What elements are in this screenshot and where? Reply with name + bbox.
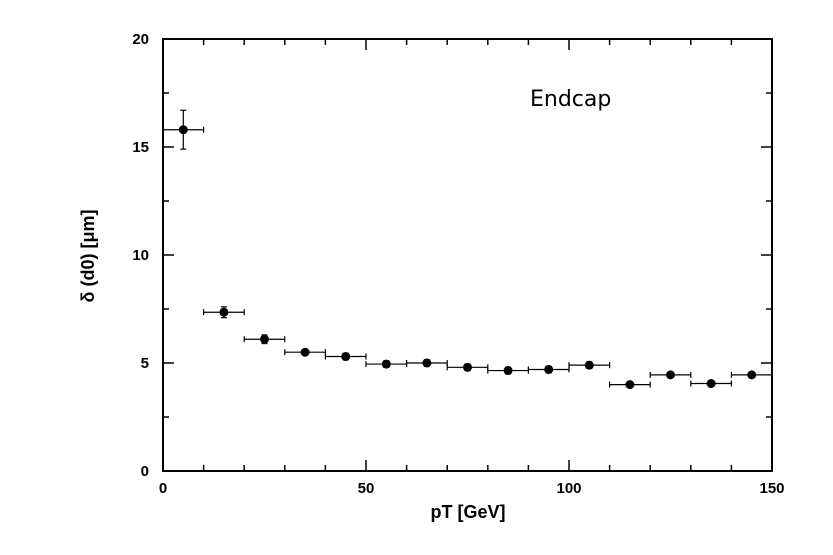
data-point bbox=[243, 334, 286, 345]
y-tick-label: 20 bbox=[132, 31, 149, 48]
data-marker bbox=[260, 334, 269, 344]
x-tick-label: 50 bbox=[358, 480, 375, 497]
data-point bbox=[608, 380, 651, 390]
data-marker bbox=[381, 359, 391, 369]
data-marker bbox=[584, 360, 594, 370]
data-marker bbox=[706, 379, 716, 389]
annotation-label: Endcap bbox=[530, 87, 611, 112]
axis-ticks bbox=[162, 38, 773, 472]
y-tick-label: 15 bbox=[132, 139, 149, 156]
data-marker bbox=[178, 125, 188, 135]
y-axis-title: δ (d0) [μm] bbox=[78, 210, 98, 303]
data-point bbox=[649, 370, 692, 380]
data-point bbox=[203, 306, 245, 319]
data-marker bbox=[666, 370, 675, 380]
data-point bbox=[568, 360, 611, 370]
data-point bbox=[730, 370, 773, 380]
data-marker bbox=[219, 307, 229, 317]
data-marker bbox=[625, 380, 635, 390]
data-point bbox=[284, 347, 326, 357]
tick-labels: 0 50 100 150 0 5 10 15 20 bbox=[132, 31, 784, 497]
data-marker bbox=[503, 366, 513, 376]
data-point bbox=[487, 366, 530, 376]
data-point bbox=[162, 109, 205, 150]
data-marker bbox=[544, 364, 554, 374]
y-tick-label: 10 bbox=[132, 247, 149, 264]
x-tick-label: 0 bbox=[159, 480, 167, 497]
x-tick-label: 100 bbox=[556, 480, 581, 497]
data-point bbox=[446, 362, 489, 372]
data-marker bbox=[463, 362, 472, 372]
data-marker bbox=[422, 358, 432, 368]
data-points bbox=[162, 109, 773, 390]
x-tick-label: 150 bbox=[759, 480, 784, 497]
data-point bbox=[365, 359, 408, 369]
data-marker bbox=[341, 352, 351, 362]
data-point bbox=[690, 379, 733, 389]
data-point bbox=[324, 352, 367, 362]
y-tick-label: 0 bbox=[141, 463, 149, 480]
data-point bbox=[406, 358, 448, 368]
y-tick-label: 5 bbox=[141, 355, 149, 372]
x-axis-title: pT [GeV] bbox=[431, 502, 506, 522]
data-marker bbox=[747, 370, 757, 380]
data-marker bbox=[300, 347, 310, 357]
plot-frame bbox=[162, 38, 773, 472]
data-point bbox=[527, 364, 570, 374]
